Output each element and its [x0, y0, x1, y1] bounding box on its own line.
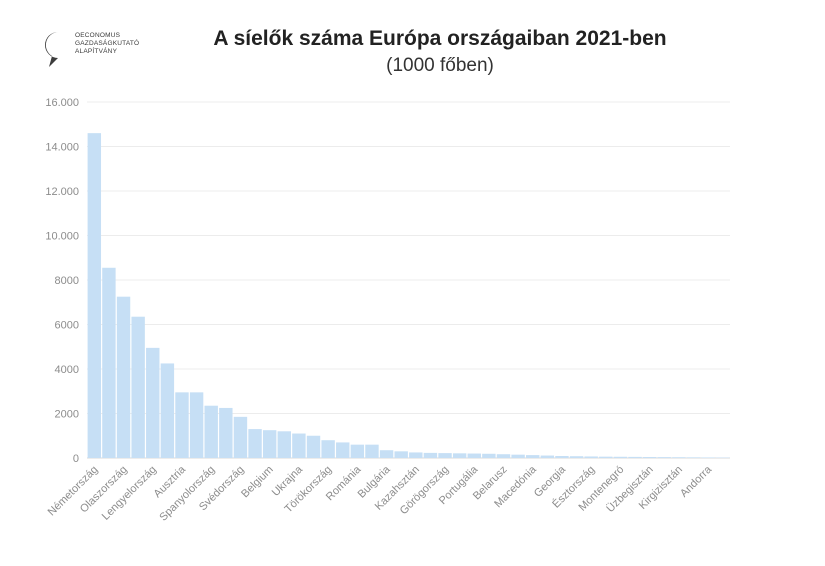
bar	[277, 431, 291, 458]
bar	[292, 433, 306, 458]
bar	[438, 453, 452, 458]
bar	[423, 452, 438, 458]
y-tick-label: 10.000	[45, 231, 79, 243]
bar	[350, 444, 365, 458]
bar	[452, 453, 467, 458]
bar	[146, 347, 160, 458]
x-tick-label: Lengyelország	[100, 464, 159, 523]
bar	[686, 457, 701, 458]
bar	[321, 440, 335, 458]
bar	[131, 316, 145, 458]
bar	[262, 430, 277, 458]
bar	[642, 456, 657, 458]
bar	[102, 267, 116, 458]
bar	[394, 451, 408, 458]
bar	[467, 453, 481, 458]
y-tick-label: 16.000	[45, 97, 79, 109]
bar	[219, 407, 233, 458]
bar	[540, 455, 555, 458]
bar	[116, 296, 131, 458]
bar	[569, 456, 584, 458]
bar	[613, 456, 628, 458]
bar	[306, 435, 321, 458]
bar	[657, 457, 671, 458]
bar	[248, 429, 262, 458]
chart-subtitle: (1000 főben)	[386, 55, 494, 76]
bar	[409, 452, 423, 458]
logo-text: OECONOMUS GAZDASÁGKUTATÓ ALAPÍTVÁNY	[75, 32, 139, 56]
bar	[204, 405, 218, 458]
y-tick-label: 8000	[55, 275, 79, 287]
bar	[555, 455, 569, 458]
bar	[379, 450, 394, 458]
y-tick-label: 4000	[55, 364, 79, 376]
bar	[672, 457, 686, 458]
bar	[160, 363, 175, 458]
logo-line: GAZDASÁGKUTATÓ	[75, 40, 140, 47]
logo-line: ALAPÍTVÁNY	[75, 48, 118, 55]
bar	[233, 416, 248, 458]
bar	[584, 456, 598, 458]
x-tick-label: Belgium	[239, 464, 276, 501]
bar	[365, 444, 379, 458]
chart-title: A síelők száma Európa országaiban 2021-b…	[213, 27, 667, 50]
x-tick-label: Andorra	[678, 463, 715, 500]
logo-line: OECONOMUS	[75, 32, 121, 39]
bar	[482, 453, 496, 458]
bar-chart-speech-bubble-icon	[45, 32, 65, 67]
logo: OECONOMUS GAZDASÁGKUTATÓ ALAPÍTVÁNY	[43, 30, 153, 70]
bar	[189, 392, 204, 458]
bar	[628, 456, 642, 458]
bar	[496, 454, 511, 458]
x-tick-label: Németország	[46, 464, 101, 519]
bar	[87, 133, 102, 458]
bar	[526, 455, 540, 458]
y-tick-label: 2000	[55, 409, 79, 421]
y-tick-label: 14.000	[45, 142, 79, 154]
bar	[599, 456, 613, 458]
bar	[336, 442, 350, 458]
bar	[701, 457, 715, 458]
y-tick-label: 0	[73, 453, 79, 465]
bar	[511, 454, 525, 458]
y-tick-label: 12.000	[45, 186, 79, 198]
y-tick-label: 6000	[55, 320, 79, 332]
bar	[175, 392, 189, 458]
